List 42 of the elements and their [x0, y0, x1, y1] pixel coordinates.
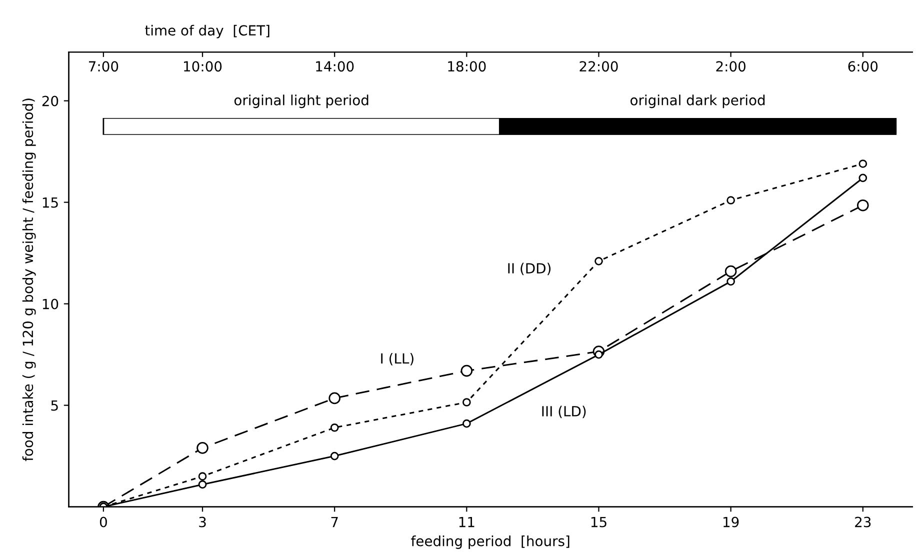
series-label: original dark period — [630, 94, 765, 108]
x2-tick-label: 10:00 — [184, 61, 222, 72]
x-tick-label: 7 — [331, 516, 338, 528]
series-label: II (DD) — [508, 262, 551, 276]
point — [330, 452, 339, 460]
point — [328, 392, 340, 404]
y-tick-label: 20 — [42, 96, 58, 106]
point — [724, 265, 737, 278]
x2-axis-title: time of day [CET] — [145, 24, 270, 38]
x-tick-label: 0 — [100, 516, 107, 528]
point — [462, 398, 471, 406]
point — [858, 160, 868, 168]
x2-tick-label: 22:00 — [580, 61, 618, 72]
x-tick-label: 19 — [724, 516, 739, 528]
y-tick-label: 10 — [42, 298, 58, 310]
x-tick-label: 23 — [855, 516, 871, 528]
y-tick-label: 5 — [51, 400, 58, 411]
x2-tick-label: 14:00 — [316, 61, 354, 72]
point — [198, 472, 207, 481]
x-tick-label: 3 — [199, 516, 206, 528]
point — [726, 277, 735, 286]
x2-tick-label: 6:00 — [848, 61, 878, 72]
point — [856, 199, 869, 212]
point — [198, 480, 207, 489]
x2-tick-label: 2:00 — [716, 61, 746, 72]
x2-tick-label: 7:00 — [88, 61, 118, 72]
point — [460, 364, 473, 377]
y-axis-title: food intake ( g / 120 g body weight / feeding period) — [22, 98, 36, 462]
x-tick-label: 15 — [591, 516, 606, 528]
y-tick-label: 15 — [42, 197, 58, 208]
point — [462, 419, 471, 428]
x-axis-title: feeding period [hours] — [411, 536, 570, 549]
series-label: I (LL) — [381, 352, 414, 366]
point — [594, 257, 603, 266]
point — [196, 442, 208, 454]
point — [858, 174, 868, 182]
point — [330, 423, 339, 432]
series-label: original light period — [234, 94, 368, 108]
x2-tick-label: 18:00 — [448, 61, 486, 72]
x-tick-label: 11 — [459, 516, 474, 528]
series-label: III (LD) — [542, 406, 586, 418]
point — [726, 196, 735, 204]
